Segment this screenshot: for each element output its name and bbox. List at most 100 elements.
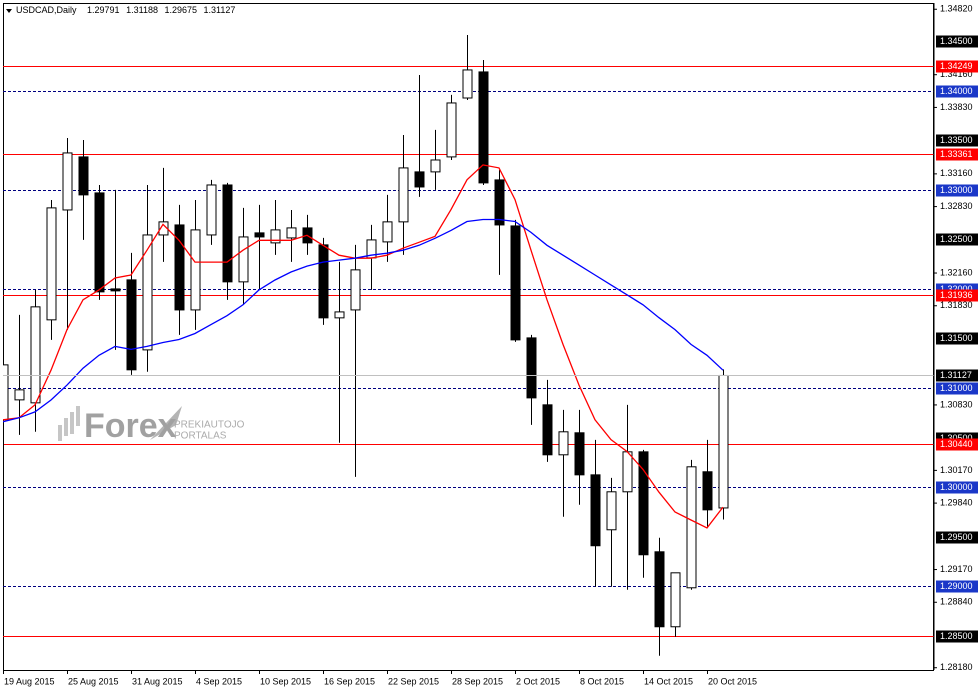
y-tick-label: 1.32160 (940, 267, 973, 277)
logo-bar (76, 406, 80, 426)
moving-average (3, 164, 724, 529)
price-axis: 1.34820 1.34160 1.33830 1.33160 1.32830 1.321… (933, 3, 978, 672)
level-box (936, 134, 978, 147)
level-label: 1.31000 (940, 383, 973, 393)
candle-body (142, 234, 153, 351)
candle-body (382, 221, 393, 243)
level-label: 1.33500 (940, 135, 973, 145)
level-box (936, 531, 978, 544)
level-label: 1.33361 (940, 149, 973, 159)
candle-body (190, 229, 201, 311)
x-tick-label: 8 Oct 2015 (580, 676, 624, 686)
y-tick-label: 1.34820 (940, 4, 973, 14)
watermark: Forex PREKIAUTOJO PORTALAS (58, 406, 245, 445)
chart-title-line: USDCAD,Daily 1.29791 1.31188 1.29675 1.3… (16, 5, 235, 15)
candle-body (94, 192, 105, 293)
candle-body (62, 152, 73, 211)
y-tick-label: 1.34160 (940, 69, 973, 79)
candle-body (510, 225, 521, 341)
candle-body (638, 451, 649, 556)
candle-body (686, 466, 697, 589)
level-label: 1.30440 (940, 439, 973, 449)
level-label: 1.31936 (940, 290, 973, 300)
x-tick-label: 28 Sep 2015 (452, 676, 503, 686)
candle-body (30, 306, 41, 404)
level-label: 1.29000 (940, 581, 973, 591)
candle-body (286, 227, 297, 239)
level-box (936, 148, 978, 161)
header-high: 1.31188 (126, 5, 158, 15)
candle-body (14, 389, 25, 401)
candle-body (238, 236, 249, 283)
chart-title: USDCAD,Daily (16, 5, 77, 15)
x-tick-label: 14 Oct 2015 (644, 676, 693, 686)
logo-bar (64, 418, 68, 436)
x-tick-label: 20 Oct 2015 (708, 676, 757, 686)
level-label: 1.32000 (940, 284, 973, 294)
time-axis: 19 Aug 2015 25 Aug 2015 31 Aug 2015 4 Sep 2… (3, 670, 757, 686)
candle-body (718, 374, 729, 509)
x-tick-label: 25 Aug 2015 (68, 676, 119, 686)
candle-body (558, 431, 569, 456)
header-open: 1.29791 (87, 5, 120, 15)
x-tick-label: 31 Aug 2015 (132, 676, 183, 686)
candle-body (462, 69, 473, 99)
logo-bar (58, 425, 62, 441)
x-tick-label: 16 Sep 2015 (324, 676, 375, 686)
candle-body (670, 572, 681, 628)
candle-body (110, 288, 121, 292)
plot-frame (3, 3, 934, 671)
y-tick-label: 1.30830 (940, 399, 973, 409)
y-tick-label: 1.32830 (940, 201, 973, 211)
candle-body (254, 232, 265, 238)
level-label: 1.33000 (940, 185, 973, 195)
level-box (936, 630, 978, 643)
level-box (936, 438, 978, 451)
y-tick-label: 1.28840 (940, 597, 973, 607)
x-tick-label: 10 Sep 2015 (260, 676, 311, 686)
price-box (936, 369, 978, 382)
candle-body (270, 229, 281, 244)
level-box (936, 382, 978, 395)
level-label: 1.34500 (940, 36, 973, 46)
level-box (936, 332, 978, 345)
candle-body (494, 179, 505, 226)
level-box (936, 233, 978, 246)
y-tick-label: 1.33830 (940, 102, 973, 112)
level-box (936, 184, 978, 197)
header-icon (6, 9, 12, 13)
plot-area (3, 35, 934, 656)
candle-body (606, 491, 617, 531)
y-tick-label: 1.31830 (940, 300, 973, 310)
level-box (936, 85, 978, 98)
y-tick-label: 1.33160 (940, 168, 973, 178)
candle-body (446, 102, 457, 158)
x-tick-label: 22 Sep 2015 (388, 676, 439, 686)
level-label: 1.34000 (940, 86, 973, 96)
candle-body (318, 244, 329, 319)
y-tick-label: 1.29840 (940, 497, 973, 507)
y-tick-label: 1.30170 (940, 465, 973, 475)
chart-header: USDCAD,Daily 1.29791 1.31188 1.29675 1.3… (6, 5, 235, 15)
level-label: 1.30000 (940, 482, 973, 492)
candle-body (654, 551, 665, 628)
level-label: 1.34249 (940, 61, 973, 71)
candle-body (542, 404, 553, 456)
price-label: 1.31127 (940, 370, 972, 380)
level-label: 1.30500 (940, 433, 973, 443)
x-tick-label: 4 Sep 2015 (196, 676, 242, 686)
candle-body (526, 337, 537, 399)
x-tick-label: 19 Aug 2015 (4, 676, 55, 686)
candle-body (158, 221, 169, 236)
candle-body (334, 311, 345, 319)
candle-body (350, 269, 361, 311)
watermark-line: PREKIAUTOJO (174, 420, 245, 431)
x-tick-label: 2 Oct 2015 (516, 676, 560, 686)
candle-body (46, 207, 57, 321)
y-tick-label: 1.28180 (940, 662, 973, 672)
level-box (936, 580, 978, 593)
level-box (936, 35, 978, 48)
header-low: 1.29675 (164, 5, 197, 15)
level-label: 1.29500 (940, 532, 973, 542)
candle-body (222, 184, 233, 283)
